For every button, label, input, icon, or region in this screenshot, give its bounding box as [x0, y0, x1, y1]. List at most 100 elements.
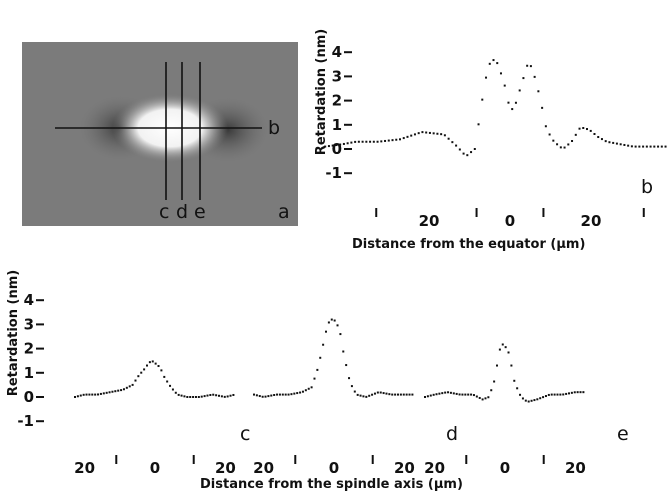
- chart-e-data-point: [504, 346, 507, 349]
- chart-d-data-point: [276, 393, 279, 396]
- chart-d-panel-label: d: [446, 423, 458, 445]
- chart-d-data-point: [287, 393, 290, 396]
- chart-b-data-point: [541, 106, 544, 109]
- chart-e-data-point: [426, 395, 429, 398]
- chart-b-data-point: [365, 140, 368, 143]
- chart-d-data-point: [371, 393, 374, 396]
- chart-c-data-point: [169, 384, 172, 387]
- chart-d-data-point: [353, 390, 356, 393]
- chart-c-data-point: [137, 375, 140, 378]
- chart-e-data-point: [444, 391, 447, 394]
- chart-e-data-point: [516, 387, 519, 390]
- chart-b-data-point: [586, 128, 588, 131]
- chart-d-data-point: [405, 393, 408, 396]
- chart-b-xtick-label: 20: [419, 212, 440, 230]
- chart-b-data-point: [335, 144, 338, 147]
- chart-e-xtick-label: 20: [424, 459, 445, 477]
- chart-b-data-point: [473, 148, 476, 150]
- chart-e-xtick-label: 20: [565, 459, 586, 477]
- chart-e-panel-label: e: [617, 423, 629, 445]
- chart-e-data-point: [507, 351, 510, 354]
- chart-e-data-point: [547, 393, 550, 396]
- line-label-d: d: [176, 201, 188, 223]
- chart-e-data-point: [553, 393, 556, 396]
- chart-b-data-point: [432, 132, 435, 135]
- chart-b-data-point: [567, 143, 570, 146]
- chart-c-data-point: [146, 364, 148, 367]
- chart-b-data-point: [387, 139, 390, 142]
- chart-b-data-point: [582, 127, 585, 130]
- chart-b-data-point: [376, 140, 379, 143]
- chart-e-data-point: [533, 399, 536, 402]
- chart-b-data-point: [653, 145, 656, 148]
- chart-b-data-point: [342, 142, 345, 145]
- chart-b-data-point: [350, 141, 353, 144]
- chart-e-data-point: [524, 399, 527, 402]
- chart-b-data-point: [623, 143, 626, 146]
- chart-e-data-point: [501, 343, 504, 346]
- chart-b-data-point: [645, 145, 648, 148]
- chart-c-data-point: [105, 391, 108, 394]
- chart-c-data-point: [192, 396, 195, 398]
- chart-b-ytick-label: 4: [332, 43, 342, 61]
- chart-d-xtick-label: 20: [253, 459, 274, 477]
- chart-d-data-point: [350, 385, 353, 388]
- chart-c-data-point: [76, 395, 79, 398]
- chart-d-data-point: [345, 364, 348, 367]
- chart-b-data-point: [346, 142, 349, 145]
- chart-c-data-point: [151, 360, 154, 363]
- chart-c-data-point: [117, 389, 120, 392]
- chart-c-data-point: [125, 386, 128, 389]
- chart-c-data-point: [160, 369, 163, 372]
- chart-d-data-point: [339, 333, 342, 336]
- chart-b-data-point: [455, 144, 458, 147]
- chart-e-data-point: [542, 396, 545, 399]
- chart-e-data-point: [579, 391, 582, 394]
- chart-d-data-point: [319, 356, 322, 359]
- chart-cde-ytick-label: 4: [24, 291, 34, 309]
- chart-d-data-point: [388, 393, 391, 396]
- chart-e-data-point: [475, 395, 478, 398]
- chart-b-data-point: [421, 131, 424, 134]
- chart-e-data-point: [510, 364, 513, 367]
- chart-b-data-point: [604, 140, 607, 143]
- chart-c-data-point: [134, 379, 137, 382]
- chart-b-panel-label: b: [641, 176, 653, 198]
- chart-b-data-point: [440, 133, 443, 136]
- chart-e-data-point: [576, 391, 579, 394]
- panel-label-a: a: [278, 201, 290, 223]
- chart-e-data-point: [478, 396, 481, 399]
- chart-e-data-point: [447, 391, 450, 394]
- chart-b-data-point: [477, 123, 480, 126]
- chart-d-data-point: [333, 319, 336, 322]
- chart-c-data-point: [140, 371, 143, 374]
- chart-d-data-point: [313, 377, 316, 380]
- chart-c-data-point: [122, 388, 125, 391]
- chart-d-data-point: [336, 324, 339, 327]
- chart-c-data-point: [223, 395, 226, 398]
- chart-c-data-point: [79, 394, 82, 397]
- chart-b-data-point: [649, 145, 652, 148]
- chart-b-data-point: [511, 108, 514, 111]
- chart-b-xlabel: Distance from the equator (µm): [352, 237, 585, 252]
- chart-e-data-point: [484, 397, 487, 400]
- chart-d-data-point: [296, 392, 299, 395]
- chart-e-data-point: [452, 392, 455, 395]
- chart-b-data-point: [593, 132, 596, 135]
- chart-e-data-point: [481, 398, 484, 401]
- chart-b-data-point: [522, 77, 525, 80]
- chart-c-data-point: [88, 393, 91, 396]
- chart-d-data-point: [253, 393, 255, 396]
- chart-c-data-point: [131, 383, 134, 386]
- chart-b-data-point: [470, 151, 473, 154]
- chart-c-xtick-label: 0: [150, 459, 160, 477]
- chart-cde-ytick-label: 0: [24, 388, 34, 406]
- chart-d-data-point: [365, 395, 368, 398]
- chart-d-data-point: [301, 390, 304, 393]
- chart-c-data-point: [206, 394, 209, 397]
- chart-d-data-point: [290, 393, 293, 396]
- chart-c-data-point: [128, 385, 131, 388]
- chart-c-data-point: [143, 368, 146, 371]
- chart-c-data-point: [99, 392, 102, 395]
